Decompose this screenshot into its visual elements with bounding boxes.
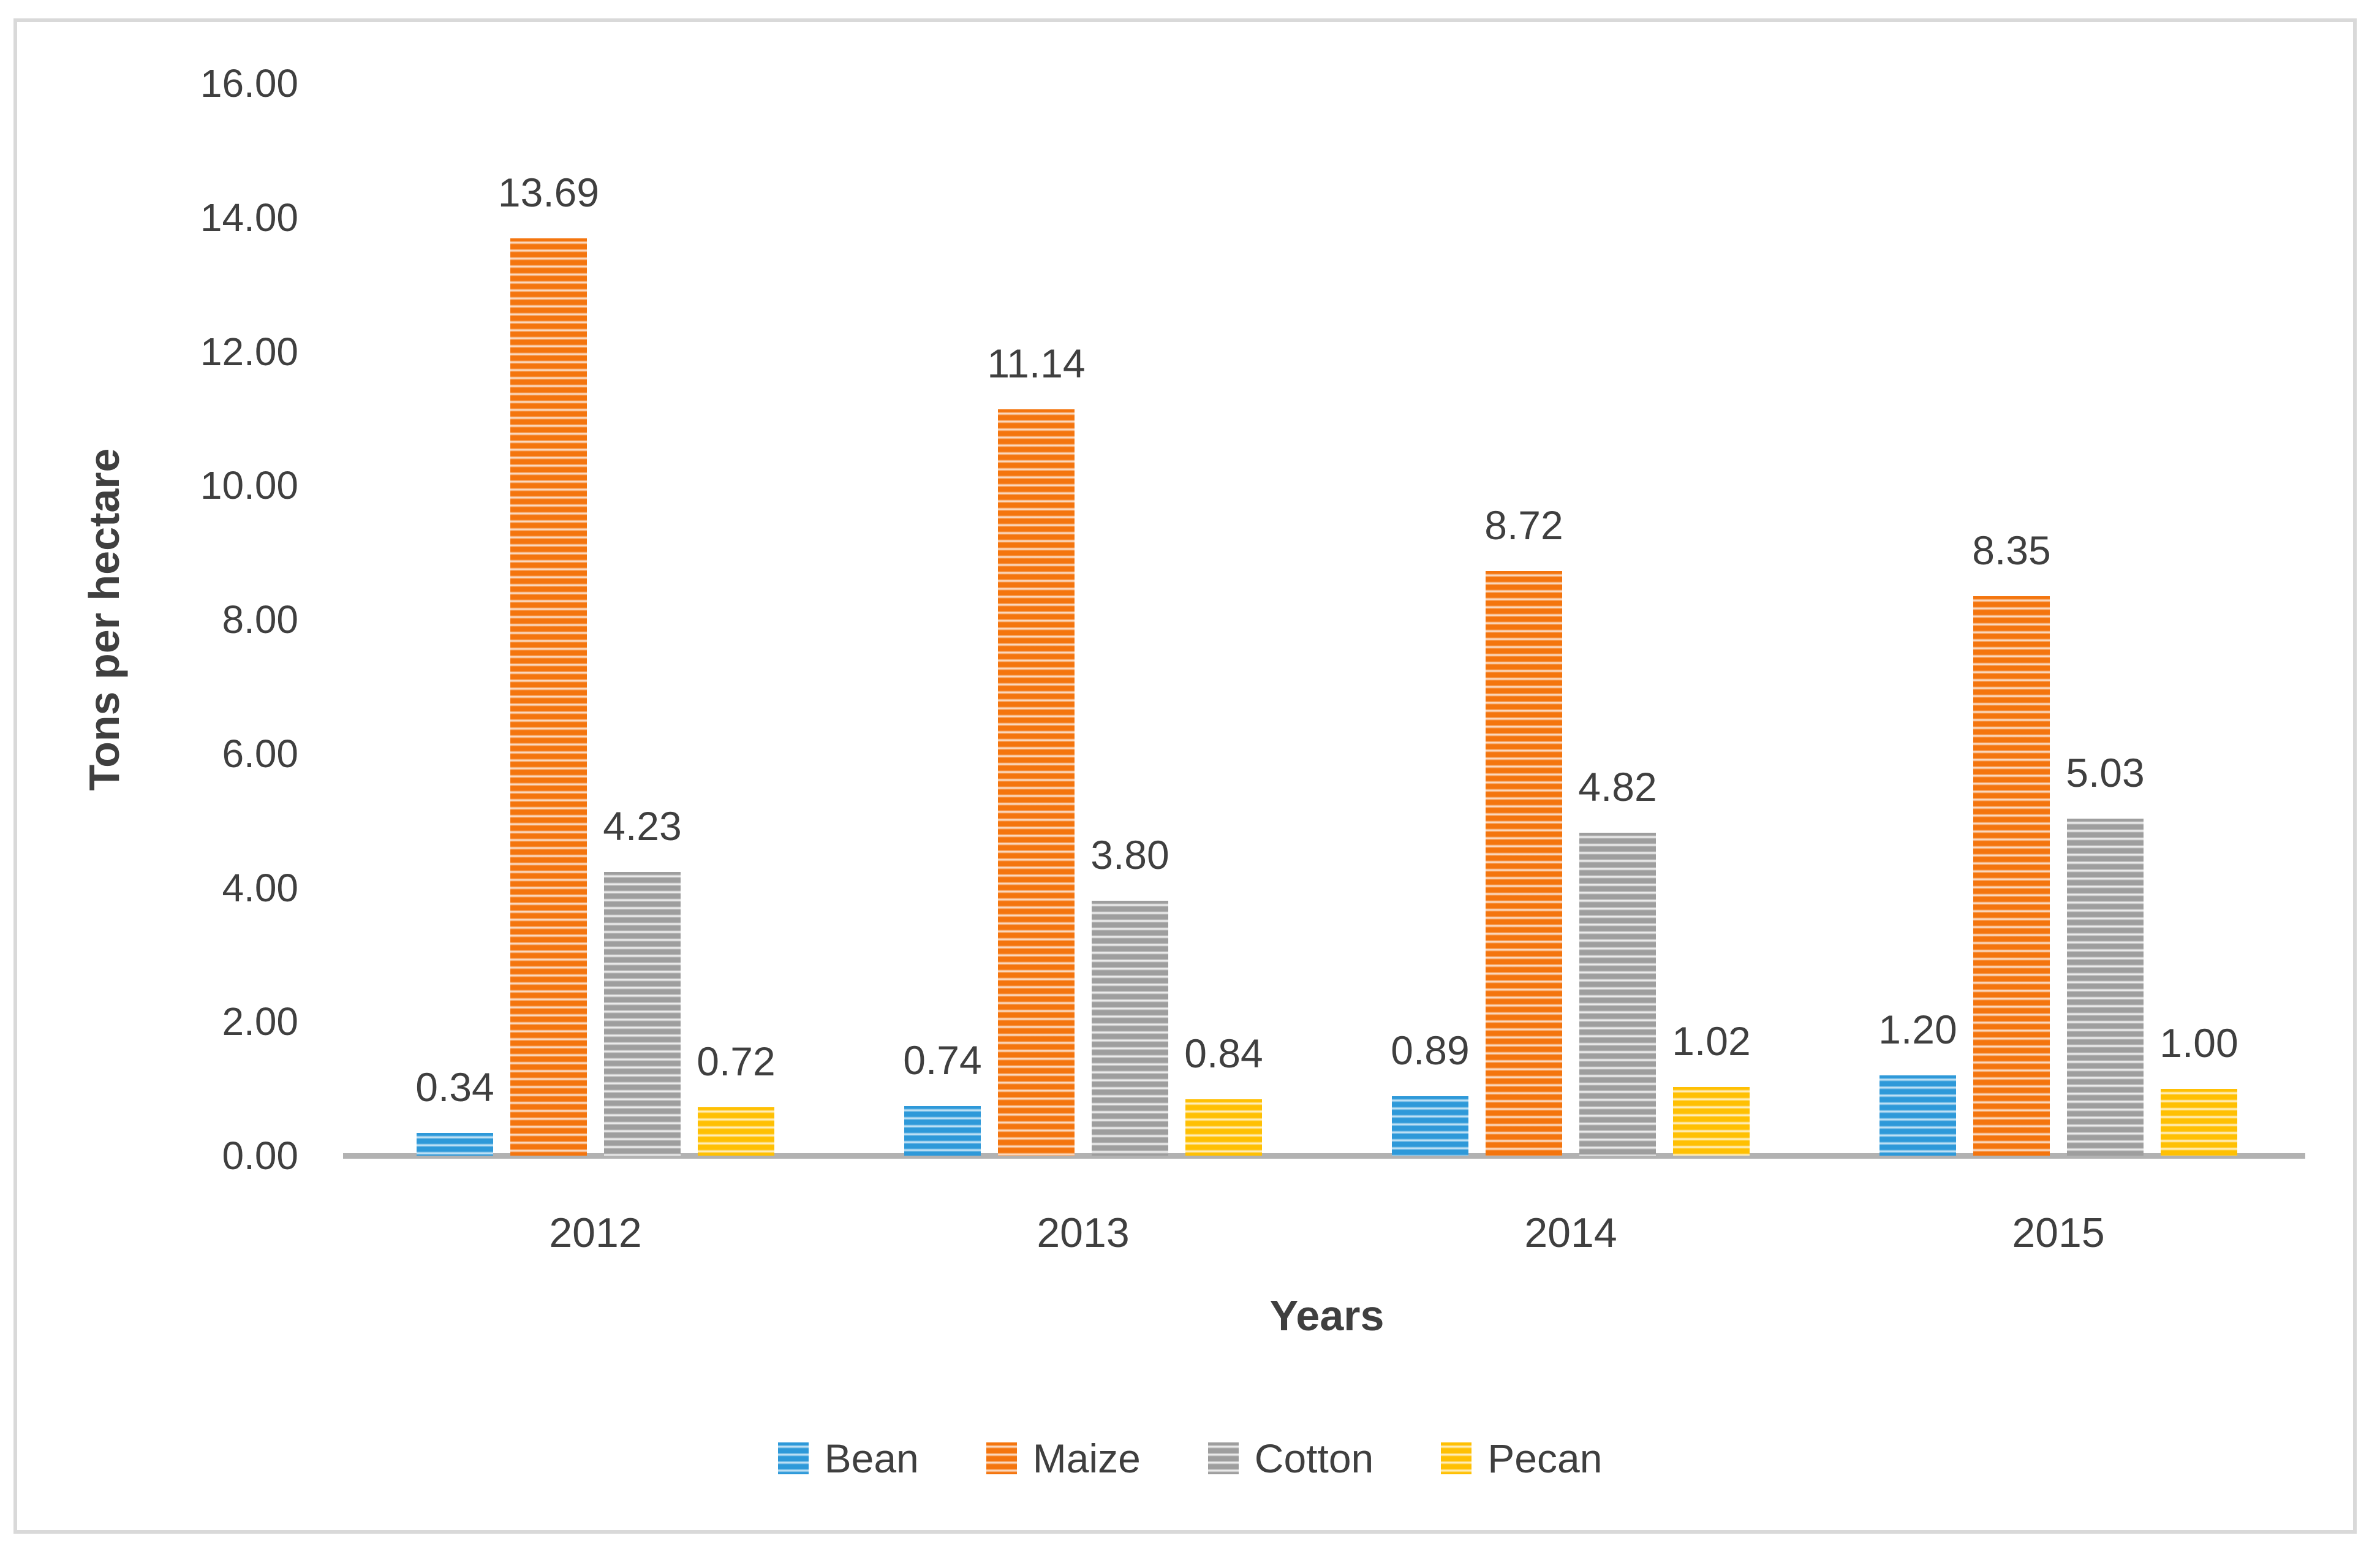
bar-maize-2015 — [1973, 596, 2050, 1156]
bar-bean-2013 — [904, 1106, 981, 1156]
bar-maize-2014 — [1486, 571, 1562, 1156]
y-tick-label: 16.00 — [200, 61, 298, 105]
y-tick-label: 2.00 — [222, 999, 298, 1044]
data-label-maize-2012: 13.69 — [497, 169, 600, 215]
data-label-bean-2012: 0.34 — [415, 1064, 494, 1110]
x-category-label-2015: 2015 — [2012, 1210, 2105, 1256]
data-label-pecan-2015: 1.00 — [2159, 1020, 2238, 1066]
legend-swatch-cotton-icon — [1207, 1442, 1239, 1474]
legend-label-pecan: Pecan — [1487, 1436, 1603, 1481]
legend-item-maize: Maize — [986, 1434, 1141, 1483]
y-tick-label: 12.00 — [200, 329, 298, 374]
bar-maize-2013 — [998, 409, 1075, 1156]
x-axis-title: Years — [1269, 1292, 1385, 1339]
data-label-cotton-2013: 3.80 — [1090, 832, 1169, 878]
data-label-bean-2013: 0.74 — [903, 1037, 982, 1083]
data-label-cotton-2014: 4.82 — [1578, 763, 1657, 809]
data-label-maize-2015: 8.35 — [1972, 527, 2051, 573]
bar-maize-2012 — [510, 238, 587, 1156]
legend-swatch-bean-icon — [777, 1442, 809, 1474]
x-category-label-2014: 2014 — [1524, 1210, 1617, 1256]
legend-label-bean: Bean — [824, 1436, 919, 1481]
legend-item-cotton: Cotton — [1207, 1434, 1374, 1483]
bar-cotton-2015 — [2067, 818, 2144, 1156]
y-tick-label: 14.00 — [200, 195, 298, 240]
y-tick-label: 6.00 — [222, 731, 298, 776]
y-tick-label: 4.00 — [222, 865, 298, 910]
bar-cotton-2013 — [1092, 901, 1168, 1156]
legend-item-pecan: Pecan — [1441, 1434, 1602, 1483]
y-tick-label: 10.00 — [200, 463, 298, 508]
data-label-bean-2015: 1.20 — [1878, 1006, 1957, 1052]
legend-label-cotton: Cotton — [1254, 1436, 1374, 1481]
y-tick-label: 8.00 — [222, 597, 298, 642]
x-category-label-2012: 2012 — [549, 1210, 642, 1256]
data-label-maize-2013: 11.14 — [987, 340, 1086, 386]
data-label-cotton-2012: 4.23 — [603, 803, 682, 849]
data-label-pecan-2012: 0.72 — [697, 1039, 776, 1085]
data-label-pecan-2014: 1.02 — [1672, 1018, 1751, 1064]
bar-pecan-2012 — [698, 1107, 774, 1156]
bar-pecan-2014 — [1673, 1087, 1750, 1156]
legend-label-maize: Maize — [1032, 1436, 1141, 1481]
data-label-cotton-2015: 5.03 — [2066, 749, 2145, 795]
bar-bean-2014 — [1392, 1096, 1468, 1156]
data-label-maize-2014: 8.72 — [1484, 502, 1563, 548]
legend: Bean Maize Cotton Pecan — [0, 1428, 2380, 1489]
x-axis-line — [343, 1153, 2305, 1159]
bar-pecan-2015 — [2161, 1088, 2237, 1156]
bar-cotton-2014 — [1579, 832, 1656, 1156]
y-tick-label: 0.00 — [222, 1134, 298, 1178]
legend-item-bean: Bean — [777, 1434, 919, 1483]
x-category-label-2013: 2013 — [1037, 1210, 1130, 1256]
bar-pecan-2013 — [1185, 1099, 1262, 1156]
data-label-bean-2014: 0.89 — [1391, 1027, 1470, 1073]
bar-bean-2012 — [417, 1132, 493, 1156]
chart-border — [13, 18, 2357, 1534]
bar-bean-2015 — [1879, 1075, 1956, 1156]
legend-swatch-maize-icon — [986, 1442, 1017, 1474]
bar-cotton-2012 — [604, 872, 681, 1156]
legend-swatch-pecan-icon — [1441, 1442, 1472, 1474]
data-label-pecan-2013: 0.84 — [1184, 1031, 1263, 1077]
